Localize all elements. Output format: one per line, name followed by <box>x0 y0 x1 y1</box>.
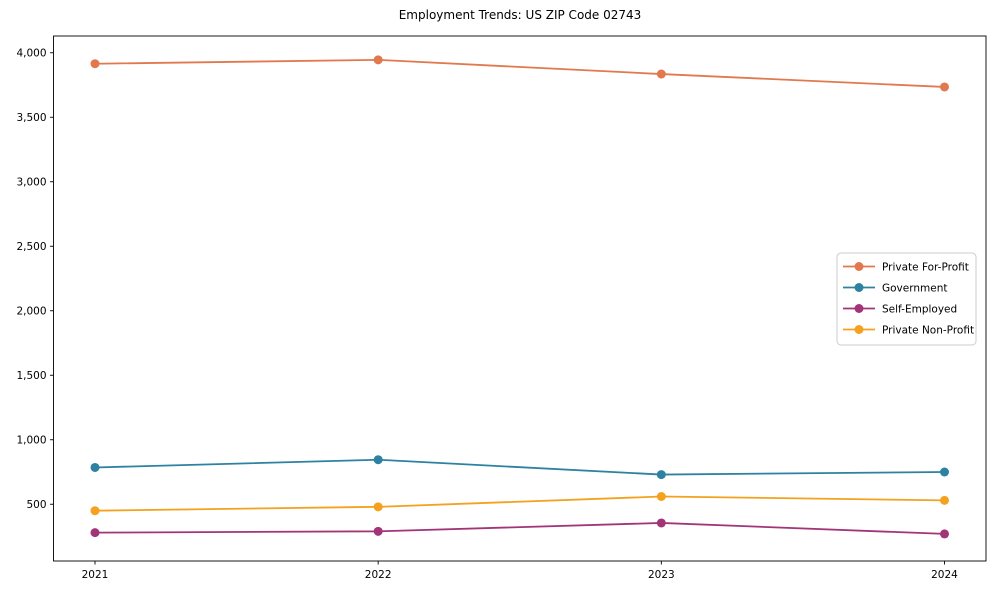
y-tick-label: 500 <box>26 499 46 511</box>
data-point-government <box>373 455 383 465</box>
data-point-government <box>656 470 666 480</box>
x-tick-label: 2021 <box>82 569 109 581</box>
data-point-government <box>90 462 100 472</box>
y-tick-label: 3,500 <box>16 112 46 124</box>
legend-label-private-non-profit: Private Non-Profit <box>882 324 974 336</box>
legend-marker <box>854 262 864 271</box>
chart-title: Employment Trends: US ZIP Code 02743 <box>399 8 642 22</box>
legend: Private For-Profit Government Self-Employe… <box>836 252 977 346</box>
y-axis: 500 1,000 1,500 2,000 2,500 3,000 3,500 4,000 <box>16 47 54 511</box>
legend-marker <box>854 304 864 313</box>
data-point-self-employed <box>940 529 949 539</box>
x-tick-label: 2023 <box>648 569 675 581</box>
data-point-private-for-profit <box>90 59 100 69</box>
plot-area-border <box>53 35 987 562</box>
legend-box <box>836 252 977 346</box>
series-line-government <box>94 458 945 476</box>
data-point-private-non-profit <box>373 502 383 512</box>
y-tick-label: 4,000 <box>16 47 46 59</box>
data-point-private-non-profit <box>940 495 949 505</box>
y-tick-label: 2,500 <box>16 241 46 253</box>
data-point-self-employed <box>656 518 666 528</box>
data-point-self-employed <box>90 528 100 538</box>
data-point-self-employed <box>373 526 383 536</box>
x-axis: 2021 2022 2023 2024 <box>82 561 958 581</box>
data-point-government <box>940 467 949 477</box>
data-point-private-for-profit <box>940 82 949 92</box>
data-point-private-for-profit <box>373 55 383 65</box>
data-point-private-for-profit <box>656 69 666 79</box>
y-tick-label: 2,000 <box>16 305 46 317</box>
x-tick-label: 2022 <box>365 569 392 581</box>
series-lines <box>90 55 949 539</box>
y-tick-label: 3,000 <box>16 176 46 188</box>
series-line-private-for-profit <box>94 58 945 88</box>
data-point-private-non-profit <box>656 492 666 502</box>
x-tick-label: 2024 <box>931 569 958 581</box>
y-tick-label: 1,500 <box>16 370 46 382</box>
legend-label-private-for-profit: Private For-Profit <box>882 261 969 273</box>
legend-marker <box>854 283 864 292</box>
legend-marker <box>854 325 864 334</box>
y-tick-label: 1,000 <box>16 434 46 446</box>
series-line-self-employed <box>94 522 945 535</box>
series-line-private-non-profit <box>94 495 945 512</box>
legend-label-government: Government <box>882 282 947 294</box>
data-point-private-non-profit <box>90 506 100 516</box>
legend-label-self-employed: Self-Employed <box>882 303 957 315</box>
